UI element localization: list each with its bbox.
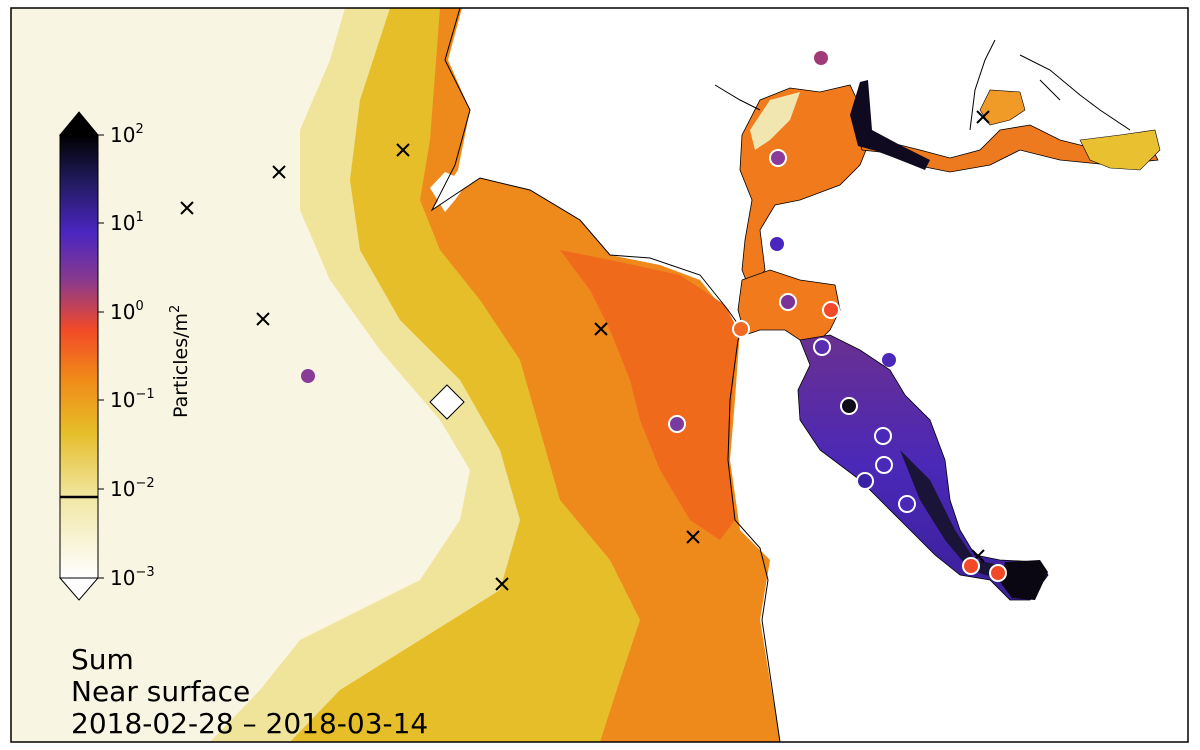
north-bay-light [750,92,800,150]
sample-point [668,415,686,433]
sample-point [768,235,786,253]
sample-point [813,338,831,356]
colorbar-tick-label: 10−3 [110,565,155,590]
sample-point [898,495,916,513]
south-bay [797,334,1049,601]
strait-dark [850,80,930,170]
river-lines [714,39,1131,131]
diamond-marker [429,384,465,420]
caption-line-2: Near surface [71,675,250,708]
x-marker [976,110,990,124]
colorbar-tick-label: 100 [110,299,144,324]
sample-point [989,564,1007,582]
grid-notch [430,172,468,212]
colorbar-extend-bottom [58,577,100,601]
sample-point [875,456,893,474]
colorbar: 102 101 100 10−1 10−2 10−3 Particles/m2 [58,111,192,601]
colorbar-ticks [98,134,104,579]
sample-point [822,301,840,319]
sample-point [840,397,858,415]
colorbar-axis-label: Particles/m2 [168,305,192,418]
sample-point [874,427,892,445]
colorbar-tick-label: 10−2 [110,476,155,501]
x-marker [495,577,509,591]
caption-line-1: Sum [71,643,134,676]
delta-channels-east [1079,129,1161,171]
colorbar-tick-label: 101 [110,210,144,235]
colorbar-tick-label: 10−1 [110,387,155,412]
x-marker [256,312,270,326]
sample-point [882,353,896,367]
x-marker [396,143,410,157]
sample-point [962,557,980,575]
delta-channels [979,89,1026,126]
sample-point [732,320,750,338]
x-marker [180,201,194,215]
x-marker [272,165,286,179]
sample-point [814,51,828,65]
ocean-field-redorange [560,250,738,540]
sample-points [301,51,1007,582]
sample-point [779,293,797,311]
sample-point [301,369,315,383]
sample-point [856,472,874,490]
south-bay-tip [1000,560,1048,600]
ocean-field-orange [420,8,780,742]
map-frame [10,7,1189,743]
x-marker [594,322,608,336]
sample-point [769,149,787,167]
x-marker [686,530,700,544]
colorbar-tick-label: 102 [110,122,144,147]
south-bay-dark-channel [900,450,1000,578]
colorbar-body [59,134,99,579]
caption-line-3: 2018-02-28 – 2018-03-14 [71,707,428,740]
coastline [430,7,781,743]
